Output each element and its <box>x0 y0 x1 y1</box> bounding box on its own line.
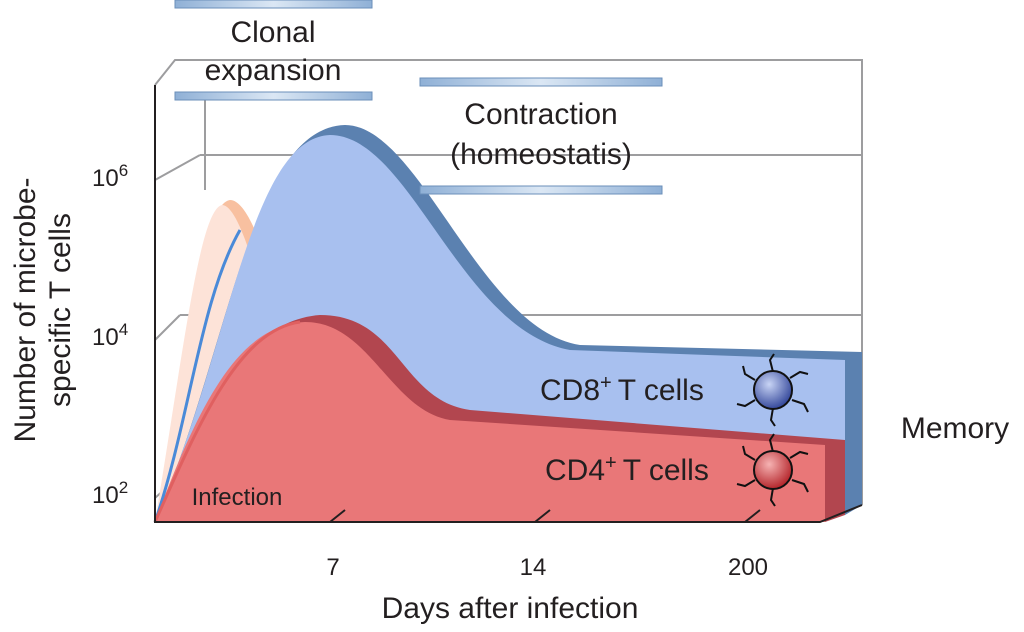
x-axis-label: Days after infection <box>382 592 639 625</box>
population-label: CD8+ T cells <box>540 372 704 407</box>
y-tick-label: 104 <box>92 320 128 351</box>
phase-label: Contraction <box>464 98 617 131</box>
curves <box>153 125 862 523</box>
cd4-cell <box>736 433 809 507</box>
y-tick-label: 102 <box>92 478 128 509</box>
phase-label: expansion <box>205 54 342 87</box>
population-label: CD4+ T cells <box>545 452 709 487</box>
y-axis-label: Number of microbe- <box>9 177 42 442</box>
y-tick-label: 106 <box>92 161 128 192</box>
x-tick-label: 7 <box>326 554 339 581</box>
y-ticks: 102 104 106 <box>92 161 128 509</box>
infection-label: Infection <box>192 484 283 511</box>
cd8-cell <box>736 353 809 427</box>
x-tick-label: 14 <box>520 554 547 581</box>
memory-label: Memory <box>901 412 1009 445</box>
phase-bars <box>174 0 663 195</box>
y-axis-label: specific T cells <box>44 213 77 407</box>
axes <box>154 85 863 523</box>
phase-label: Clonal <box>230 16 315 49</box>
phase-label: (homeostatis) <box>450 138 632 171</box>
x-tick-label: 200 <box>728 554 768 581</box>
